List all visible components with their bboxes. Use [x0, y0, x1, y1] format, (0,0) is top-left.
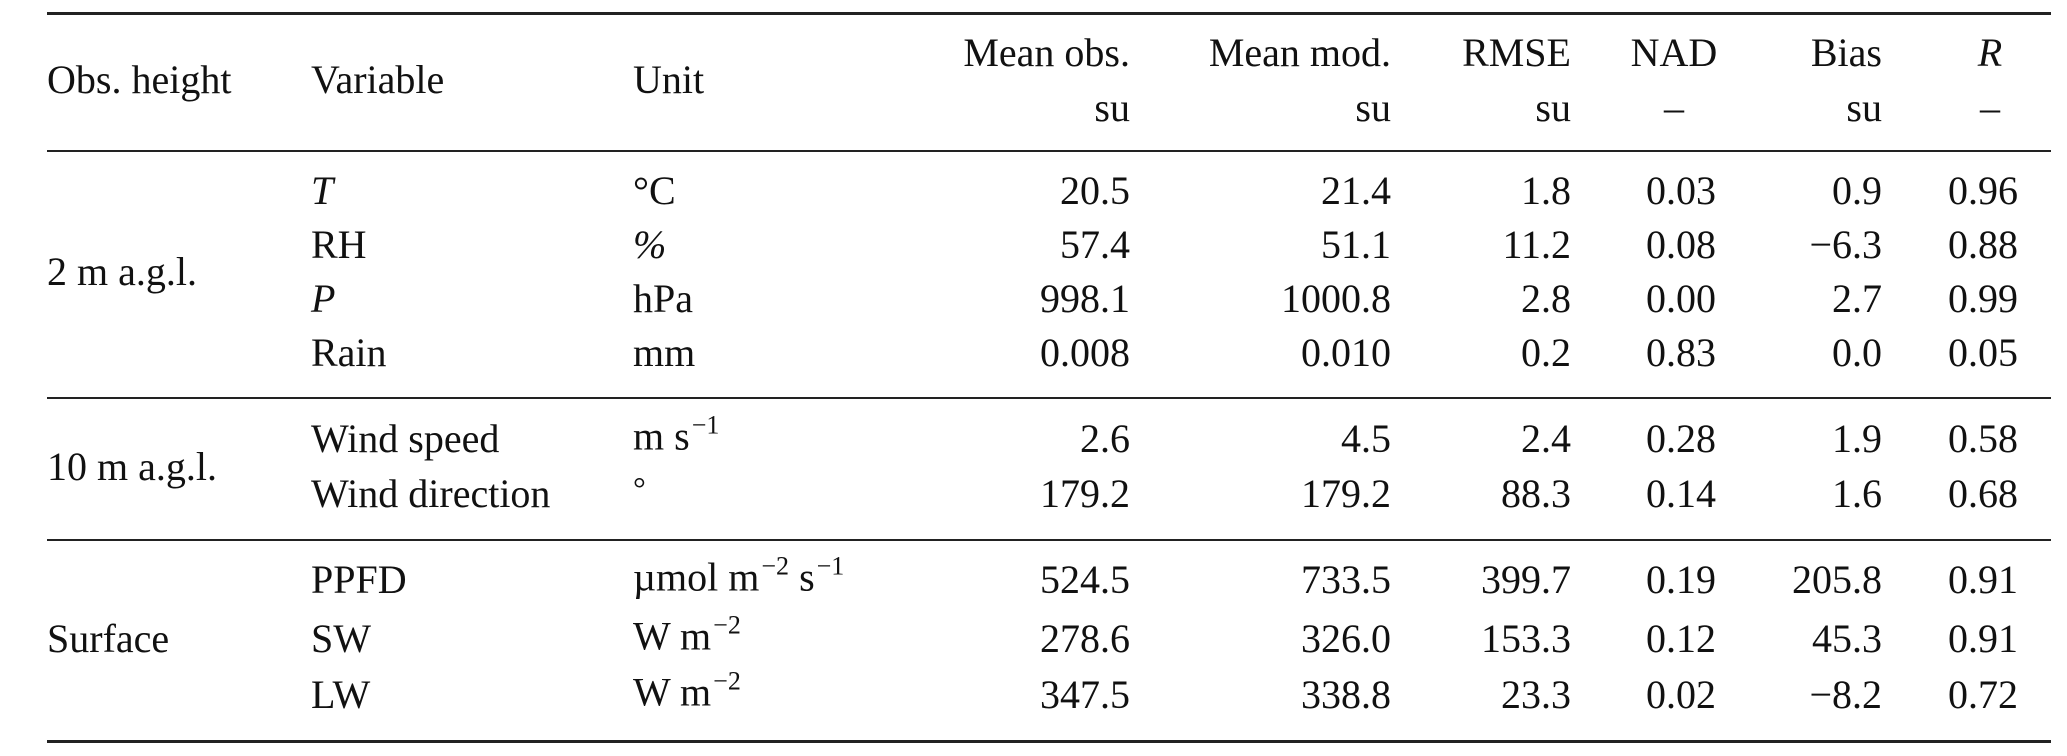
- bias: 205.8: [1792, 557, 1882, 602]
- nad: 0.14: [1646, 471, 1716, 516]
- header-variable: Variable: [311, 57, 445, 102]
- mean-mod: 179.2: [1301, 471, 1391, 516]
- unit: °C: [633, 168, 676, 213]
- header-mean-obs-unit: su: [1094, 85, 1130, 130]
- rmse: 2.4: [1521, 416, 1571, 461]
- nad: 0.02: [1646, 672, 1716, 717]
- header-bias: Bias: [1810, 30, 1882, 75]
- mean-mod: 4.5: [1341, 416, 1391, 461]
- group-rule-1: [47, 397, 2051, 399]
- header-rmse: RMSE: [1462, 30, 1571, 75]
- variable: P: [311, 276, 336, 321]
- bias: 1.9: [1832, 416, 1882, 461]
- variable: T: [311, 168, 334, 213]
- mean-mod: 0.010: [1301, 330, 1391, 375]
- header-r: R: [1977, 30, 2003, 75]
- unit: m s−1: [633, 410, 720, 459]
- nad: 0.19: [1646, 557, 1716, 602]
- rmse: 23.3: [1501, 672, 1571, 717]
- rmse: 153.3: [1481, 616, 1571, 661]
- nad: 0.83: [1646, 330, 1716, 375]
- bias: 45.3: [1812, 616, 1882, 661]
- r: 0.58: [1948, 416, 2018, 461]
- mean-mod: 326.0: [1301, 616, 1391, 661]
- variable: Wind speed: [311, 416, 500, 461]
- mean-obs: 179.2: [1040, 471, 1130, 516]
- unit: W m−2: [633, 610, 741, 659]
- mean-obs: 524.5: [1040, 557, 1130, 602]
- mean-obs: 998.1: [1040, 276, 1130, 321]
- group-label: 10 m a.g.l.: [47, 444, 217, 489]
- r: 0.91: [1948, 557, 2018, 602]
- r: 0.68: [1948, 471, 2018, 516]
- bias: −8.2: [1809, 672, 1882, 717]
- mean-mod: 733.5: [1301, 557, 1391, 602]
- header-r-unit: –: [1980, 85, 2000, 130]
- bias: 2.7: [1832, 276, 1882, 321]
- rmse: 1.8: [1521, 168, 1571, 213]
- mean-obs: 20.5: [1060, 168, 1130, 213]
- header-nad: NAD: [1630, 30, 1718, 75]
- mean-obs: 278.6: [1040, 616, 1130, 661]
- unit: %: [633, 222, 667, 267]
- bias: 1.6: [1832, 471, 1882, 516]
- nad: 0.12: [1646, 616, 1716, 661]
- mean-obs: 0.008: [1040, 330, 1130, 375]
- rmse: 0.2: [1521, 330, 1571, 375]
- r: 0.96: [1948, 168, 2018, 213]
- variable: Wind direction: [311, 471, 551, 516]
- unit: °: [633, 470, 646, 506]
- variable: Rain: [311, 330, 387, 375]
- rmse: 2.8: [1521, 276, 1571, 321]
- bias: 0.0: [1832, 330, 1882, 375]
- bias: 0.9: [1832, 168, 1882, 213]
- unit: µmol m−2 s−1: [633, 551, 845, 600]
- mean-obs: 57.4: [1060, 222, 1130, 267]
- header-mean-mod: Mean mod.: [1208, 30, 1391, 75]
- header-unit: Unit: [633, 57, 705, 102]
- header-mean-mod-unit: su: [1355, 85, 1391, 130]
- r: 0.88: [1948, 222, 2018, 267]
- r: 0.91: [1948, 616, 2018, 661]
- unit: mm: [633, 330, 696, 375]
- nad: 0.08: [1646, 222, 1716, 267]
- header-bias-unit: su: [1846, 85, 1882, 130]
- group-label: Surface: [47, 616, 170, 661]
- mean-mod: 51.1: [1321, 222, 1391, 267]
- header-rule: [47, 150, 2051, 152]
- unit: W m−2: [633, 666, 741, 715]
- nad: 0.28: [1646, 416, 1716, 461]
- rmse: 11.2: [1502, 222, 1571, 267]
- unit: hPa: [633, 276, 693, 321]
- top-rule: [47, 12, 2051, 15]
- mean-mod: 338.8: [1301, 672, 1391, 717]
- group-rule-2: [47, 539, 2051, 541]
- nad: 0.03: [1646, 168, 1716, 213]
- variable: RH: [311, 222, 367, 267]
- mean-mod: 1000.8: [1281, 276, 1391, 321]
- r: 0.05: [1948, 330, 2018, 375]
- mean-obs: 347.5: [1040, 672, 1130, 717]
- bottom-rule: [47, 740, 2051, 743]
- header-mean-obs: Mean obs.: [963, 30, 1130, 75]
- header-obs-height: Obs. height: [47, 57, 232, 102]
- r: 0.72: [1948, 672, 2018, 717]
- header-rmse-unit: su: [1535, 85, 1571, 130]
- rmse: 88.3: [1501, 471, 1571, 516]
- r: 0.99: [1948, 276, 2018, 321]
- mean-mod: 21.4: [1321, 168, 1391, 213]
- header-nad-unit: –: [1664, 85, 1684, 130]
- variable: LW: [311, 672, 371, 717]
- mean-obs: 2.6: [1080, 416, 1130, 461]
- nad: 0.00: [1646, 276, 1716, 321]
- group-label: 2 m a.g.l.: [47, 249, 197, 294]
- bias: −6.3: [1809, 222, 1882, 267]
- variable: PPFD: [311, 557, 407, 602]
- rmse: 399.7: [1481, 557, 1571, 602]
- variable: SW: [311, 616, 371, 661]
